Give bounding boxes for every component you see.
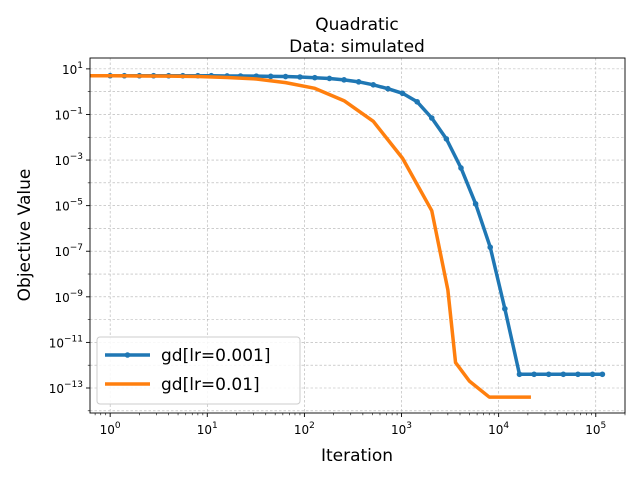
x-tick-label-5: 105	[585, 421, 606, 437]
y-tick-label-6: 10−11	[49, 334, 83, 350]
series-0-point-20	[399, 90, 406, 97]
series-0-point-26	[487, 244, 494, 251]
chart-subtitle: Data: simulated	[289, 37, 425, 57]
series-0-point-15	[326, 75, 333, 82]
x-axis-ticks: 100 101 102 103 104 105	[94, 413, 626, 437]
chart-title: Quadratic	[315, 15, 399, 35]
y-tick-label-4: 10−7	[54, 243, 83, 259]
y-tick-label-5: 10−9	[54, 289, 83, 305]
series-0-point-14	[312, 74, 318, 81]
series-0-point-17	[355, 79, 362, 85]
series-layer	[90, 72, 606, 399]
series-0-point-27	[502, 305, 508, 312]
series-0-point-16	[341, 77, 347, 83]
series-0-point-12	[282, 73, 289, 80]
y-axis-ticks: 101 10−1 10−3 10−5 10−7 10−9 10−11 10−13	[49, 61, 90, 412]
series-0-point-11	[267, 73, 274, 80]
x-tick-label-1: 101	[197, 421, 218, 437]
series-0-point-21	[414, 98, 420, 105]
y-tick-label-3: 10−5	[54, 198, 83, 214]
plot-frame	[89, 57, 626, 414]
y-tick-label-2: 10−3	[54, 152, 83, 168]
y-axis-label: Objective Value	[15, 169, 35, 302]
x-tick-label-4: 104	[488, 421, 509, 437]
series-0-point-19	[385, 85, 391, 92]
x-tick-label-0: 100	[100, 421, 121, 437]
grid	[90, 58, 625, 413]
series-0-point-32	[575, 371, 581, 378]
legend-label-0: gd[lr=0.001]	[161, 346, 270, 366]
legend: gd[lr=0.001] gd[lr=0.01]	[96, 336, 301, 405]
x-tick-label-3: 103	[391, 421, 412, 437]
series-0-point-22	[428, 115, 435, 121]
y-tick-label-7: 10−13	[49, 380, 83, 396]
y-tick-label-0: 101	[62, 61, 83, 77]
series-0-point-23	[443, 136, 450, 142]
series-0-point-33	[589, 371, 596, 378]
series-0-point-13	[297, 74, 303, 80]
legend-label-1: gd[lr=0.01]	[161, 375, 260, 395]
series-0-point-28	[516, 371, 523, 378]
x-tick-label-2: 102	[294, 421, 315, 437]
x-axis-label: Iteration	[321, 446, 393, 466]
series-0-point-29	[531, 371, 537, 378]
y-tick-label-1: 10−1	[54, 106, 83, 122]
legend-marker-0	[124, 352, 131, 358]
series-0-point-30	[545, 371, 552, 378]
series-0-point-31	[560, 371, 567, 378]
series-0-point-34	[599, 371, 606, 378]
series-0-point-24	[458, 165, 464, 171]
series-line-1	[90, 73, 531, 399]
series-0-point-25	[472, 201, 479, 207]
series-0-point-18	[370, 82, 377, 88]
